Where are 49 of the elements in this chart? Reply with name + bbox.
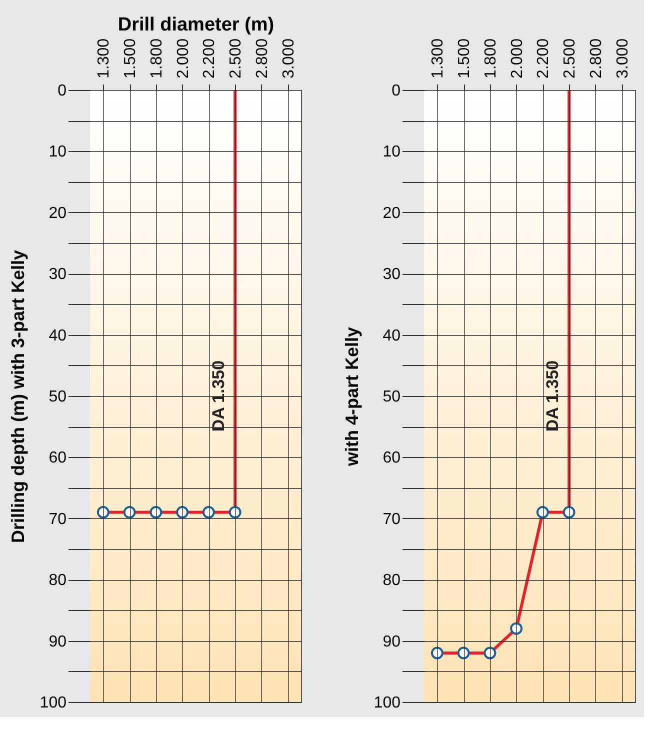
x-tick-label: 1.300	[96, 38, 113, 78]
point	[562, 506, 576, 519]
y-tick-label: 80	[48, 572, 67, 590]
x-tick-label: 1.500	[122, 38, 140, 78]
y-tick-label: 30	[382, 266, 401, 284]
y-tick-label: 10	[48, 144, 67, 161]
annotation: DA 1.350	[543, 360, 562, 432]
x-tick-label: 1.300	[430, 38, 447, 78]
y-tick-label: 0	[392, 82, 401, 100]
x-tick-label: 2.200	[201, 38, 218, 78]
y-tick-label: 20	[48, 204, 67, 222]
y-tick-label: 100	[40, 694, 67, 712]
x-tick-label: 2.000	[174, 38, 192, 78]
point	[510, 622, 523, 635]
y-tick-label: 40	[382, 327, 401, 344]
point	[457, 646, 470, 660]
point	[430, 646, 444, 660]
y-tick-label: 20	[382, 204, 401, 222]
y-axis-title: with 4-part Kelly	[342, 326, 362, 468]
point	[536, 506, 549, 519]
x-tick-label: 2.800	[588, 38, 605, 78]
x-tick-label: 2.000	[508, 38, 526, 78]
y-tick-label: 40	[48, 327, 67, 344]
x-tick-label: 3.000	[614, 38, 632, 78]
x-tick-label: 2.200	[535, 38, 552, 78]
x-tick-label: 1.800	[148, 38, 166, 78]
y-tick-label: 50	[382, 388, 401, 406]
point	[484, 646, 496, 660]
y-axis-title: Drilling depth (m) with 3-part Kelly	[8, 250, 28, 544]
x-tick-label: 1.500	[456, 38, 474, 78]
y-tick-label: 50	[48, 388, 67, 406]
x-tick-label: 1.800	[482, 38, 500, 78]
y-tick-label: 70	[382, 510, 401, 528]
y-tick-label: 80	[382, 572, 401, 590]
y-tick-label: 30	[48, 266, 67, 284]
y-tick-label: 10	[382, 144, 401, 161]
y-tick-label: 100	[374, 694, 401, 712]
x-tick-label: 2.500	[562, 38, 579, 78]
x-axis-title: Drill diameter (m)	[118, 14, 274, 36]
y-tick-label: 90	[48, 633, 67, 650]
y-tick-label: 60	[382, 450, 401, 467]
y-tick-label: 90	[382, 633, 401, 650]
y-tick-label: 60	[48, 450, 67, 467]
x-tick-label: 3.000	[280, 38, 298, 78]
y-tick-label: 0	[58, 82, 67, 100]
x-tick-label: 2.500	[228, 38, 245, 78]
y-tick-label: 70	[48, 510, 67, 528]
annotation: DA 1.350	[209, 360, 228, 432]
x-tick-label: 2.800	[254, 38, 271, 78]
